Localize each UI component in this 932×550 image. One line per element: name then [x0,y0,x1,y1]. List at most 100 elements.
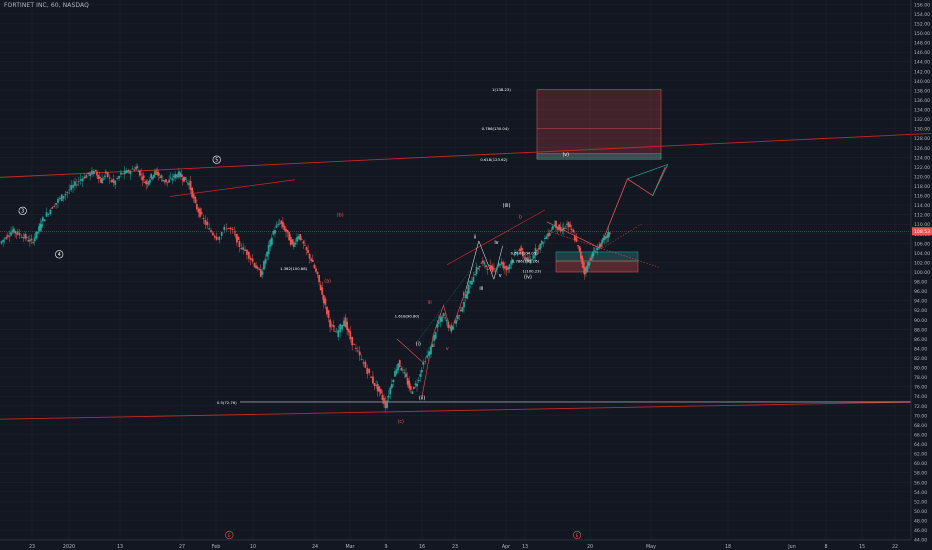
candle-body [285,229,287,232]
candle-body [16,231,19,235]
candle-body [321,287,324,295]
candle-body [605,236,607,239]
candle-body [40,224,43,229]
candle-body [458,314,461,316]
candle-body [588,262,591,265]
wave-label-red: iv [431,343,435,349]
candle-body [110,180,113,183]
wave-guide [415,262,477,344]
y-tick-label: 50.00 [914,509,927,515]
fib-label: 1.382(100.88) [280,266,308,271]
candle-body [305,246,308,251]
candle-body [378,386,381,392]
y-axis[interactable]: 44.00 46.00 48.00 50.00 52.00 54.00 56.00 58.00… [910,0,932,544]
candle-body [485,265,487,267]
candle-body [547,233,549,237]
candle-body [20,236,23,238]
candle-body [83,176,86,179]
y-tick-label: 44.00 [914,538,927,544]
candle-body [0,241,3,244]
candle-body [375,384,378,386]
candle-body [101,178,103,184]
candle-body [420,369,423,373]
wave-label-red: v [446,347,449,352]
candle-body [522,251,524,257]
candle-body [8,235,11,237]
x-tick-label: Mar [345,544,354,550]
x-tick-label: 16 [419,544,425,550]
candle-body [157,172,160,176]
candle-body [294,242,297,245]
wave-label-white: 5 [215,157,218,163]
candle-body [400,367,403,371]
x-tick-label: 24 [312,544,318,550]
wave-label-white: 3 [21,209,24,215]
candle-body [355,347,357,349]
candle-body [527,257,529,262]
candle-body [347,329,350,333]
candle-body [183,176,185,182]
y-tick-label: 46.00 [914,528,927,534]
candle-body [582,262,585,269]
y-tick-label: 84.00 [914,346,927,352]
candle-body [299,234,302,241]
candle-body [172,175,175,177]
candle-body [281,221,284,228]
candle-body [274,230,276,234]
candle-body [261,271,264,275]
candle-body [280,220,283,225]
candle-body [601,239,604,243]
candle-body [507,267,509,270]
candle-body [519,249,522,252]
candle-body [591,253,594,258]
candle-body [35,231,38,239]
wave-label-white: 4 [58,252,61,258]
candle-body [263,261,265,270]
candle-body [573,235,576,241]
candle-body [416,383,418,387]
candle-body [450,324,453,332]
candle-body [376,384,379,392]
y-tick-label: 56.00 [914,480,927,486]
candle-body [103,175,106,177]
candle-body [602,238,605,241]
y-tick-label: 136.00 [914,98,930,104]
y-tick-label: 118.00 [914,184,930,190]
candle-body [247,251,250,259]
chart-title: FORTINET INC, 60, NASDAQ [4,2,89,9]
x-axis[interactable]: 23 2020 13 27 Feb 10 24 Mar 9 16 23 Apr 13 20 May 18 Jun… [0,530,911,550]
y-tick-label: 134.00 [914,108,930,114]
candle-body [154,171,156,176]
candle-body [292,242,295,247]
candle-body [72,184,74,188]
candle-body [406,378,409,385]
y-tick-label: 94.00 [914,299,927,305]
candle-body [567,222,570,228]
candle-body [603,236,606,240]
candle-body [58,197,61,200]
wave-label-white: (ii) [419,395,426,401]
wave-labels: 345(iii)(iv)(i)(ii)(v)iiiivviii(b)(a)(c)… [18,152,569,425]
candle-body [372,376,374,384]
y-tick-label: 156.00 [914,2,930,8]
fib-label: 0.618(123.62) [480,157,508,162]
x-tick-label: 27 [179,544,185,550]
wave-label-red: ii [438,314,441,320]
candle-body [149,179,151,183]
candle-body [277,224,280,225]
candle-body [266,251,269,257]
y-tick-label: 96.00 [914,289,927,295]
candle-body [322,295,325,304]
candle-body [585,267,587,274]
candle-body [455,320,458,324]
candle-body [442,313,445,317]
wave-label-white: ii [474,234,477,240]
candle-body [104,171,107,174]
candle-body [118,176,120,179]
candle-body [137,171,140,173]
candle-body [362,362,365,364]
candle-body [38,226,40,232]
candle-body [386,400,389,408]
